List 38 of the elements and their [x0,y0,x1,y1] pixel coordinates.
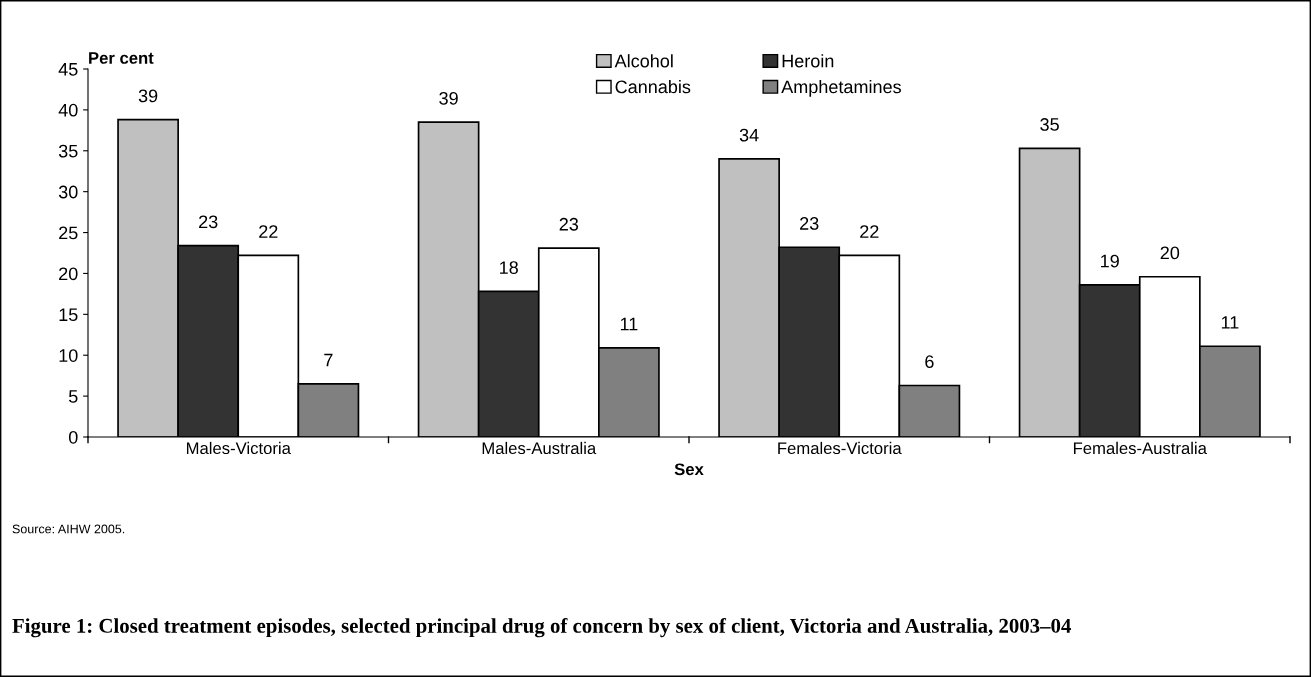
y-tick-label: 25 [59,226,78,240]
y-tick-label: 5 [68,390,78,403]
y-tick-label: 0 [68,430,78,444]
x-tick-label: Males-Australia [482,441,597,455]
y-tick-label: 30 [58,185,78,199]
legend-label: Heroin [782,54,834,68]
x-tick-label: Males-Victoria [186,441,291,455]
y-tick-label: 35 [58,144,78,158]
y-tick-label: 20 [59,267,78,281]
legend-label: Alcohol [614,54,673,68]
legend-label: Amphetamines [781,80,901,97]
data-label: 23 [199,215,218,229]
y-tick-label: 10 [59,349,78,362]
legend-label: Cannabis [615,80,691,94]
data-label: 23 [559,217,579,231]
data-label: 11 [1221,316,1239,329]
y-tick-label: 15 [59,308,78,322]
x-tick-label: Females-Victoria [778,441,902,455]
data-label: 7 [324,353,333,367]
y-axis-title: Per cent [89,52,154,64]
x-tick-label: Females-Australia [1073,441,1207,455]
data-label: 6 [925,355,934,369]
data-label: 34 [739,128,759,142]
data-label: 22 [259,225,278,238]
data-label: 18 [500,261,518,274]
y-tick-label: 45 [58,63,78,76]
data-label: 22 [860,225,879,238]
data-label: 20 [1160,246,1180,260]
text: Figure 1: Closed treatment episodes, selected principal drug of concern by sex of client, Victoria and Australia, 2003–04 [12,618,1071,638]
data-label: 23 [800,217,819,230]
data-label: 39 [138,89,158,103]
source-note: Source: AIHW 2005. [12,524,125,534]
y-tick-label: 40 [58,103,78,117]
data-label: 11 [620,317,638,331]
data-label: 19 [1101,254,1119,268]
x-axis-title: Sex [674,463,704,476]
data-label: 39 [439,91,458,105]
data-label: 35 [1040,118,1059,131]
